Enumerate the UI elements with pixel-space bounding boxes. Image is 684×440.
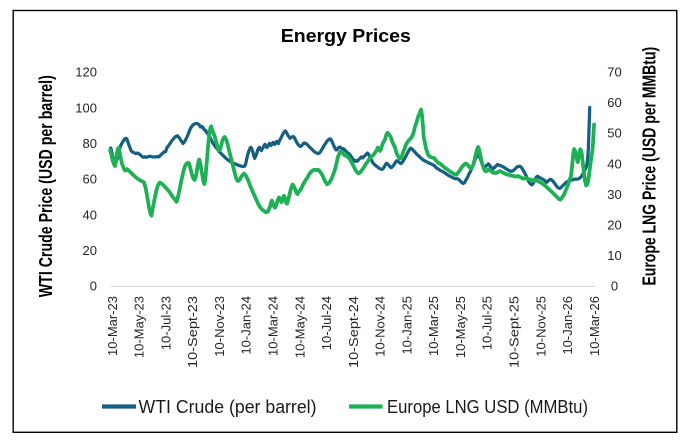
svg-text:WTI Crude Price (USD per barre: WTI Crude Price (USD per barrel) (36, 75, 56, 297)
svg-text:10-Jul-24: 10-Jul-24 (319, 296, 334, 350)
svg-text:10-May-25: 10-May-25 (453, 296, 468, 358)
svg-text:10-Mar-24: 10-Mar-24 (266, 296, 281, 356)
svg-text:10-Mar-23: 10-Mar-23 (105, 296, 120, 356)
svg-text:10: 10 (607, 248, 621, 263)
svg-text:40: 40 (607, 156, 621, 171)
svg-text:10-May-23: 10-May-23 (132, 296, 147, 358)
svg-text:10-Jan-26: 10-Jan-26 (560, 296, 575, 355)
svg-text:20: 20 (83, 243, 97, 258)
svg-text:60: 60 (607, 95, 621, 110)
svg-text:10-Nov-25: 10-Nov-25 (533, 296, 548, 357)
svg-text:WTI Crude (per barrel): WTI Crude (per barrel) (139, 396, 317, 417)
svg-text:50: 50 (607, 126, 621, 141)
svg-text:10-Nov-24: 10-Nov-24 (373, 296, 388, 357)
svg-text:10-Sept-24: 10-Sept-24 (346, 296, 361, 368)
svg-text:10-Jan-24: 10-Jan-24 (239, 296, 254, 355)
svg-text:10-Nov-23: 10-Nov-23 (212, 296, 227, 357)
svg-text:100: 100 (75, 100, 97, 115)
svg-text:10-Jul-23: 10-Jul-23 (158, 296, 173, 350)
svg-text:Europe LNG Price (USD per MMBt: Europe LNG Price (USD per MMBtu) (639, 47, 659, 286)
svg-text:60: 60 (83, 172, 97, 187)
svg-text:10-May-24: 10-May-24 (292, 296, 307, 358)
svg-text:10-Sept-23: 10-Sept-23 (185, 296, 200, 368)
svg-text:10-Jul-25: 10-Jul-25 (480, 296, 495, 350)
svg-text:Energy Prices: Energy Prices (281, 26, 411, 46)
svg-text:10-Mar-25: 10-Mar-25 (426, 296, 441, 356)
svg-text:10-Mar-26: 10-Mar-26 (587, 296, 602, 356)
svg-text:10-Sept-25: 10-Sept-25 (507, 296, 522, 368)
svg-text:0: 0 (611, 279, 618, 294)
svg-text:120: 120 (75, 65, 97, 80)
svg-text:Europe LNG USD (MMBtu): Europe LNG USD (MMBtu) (387, 396, 588, 417)
svg-text:40: 40 (83, 207, 97, 222)
svg-text:80: 80 (83, 136, 97, 151)
svg-text:10-Jan-25: 10-Jan-25 (399, 296, 414, 355)
svg-text:70: 70 (607, 65, 621, 80)
svg-text:30: 30 (607, 187, 621, 202)
svg-text:0: 0 (90, 279, 97, 294)
svg-text:20: 20 (607, 218, 621, 233)
